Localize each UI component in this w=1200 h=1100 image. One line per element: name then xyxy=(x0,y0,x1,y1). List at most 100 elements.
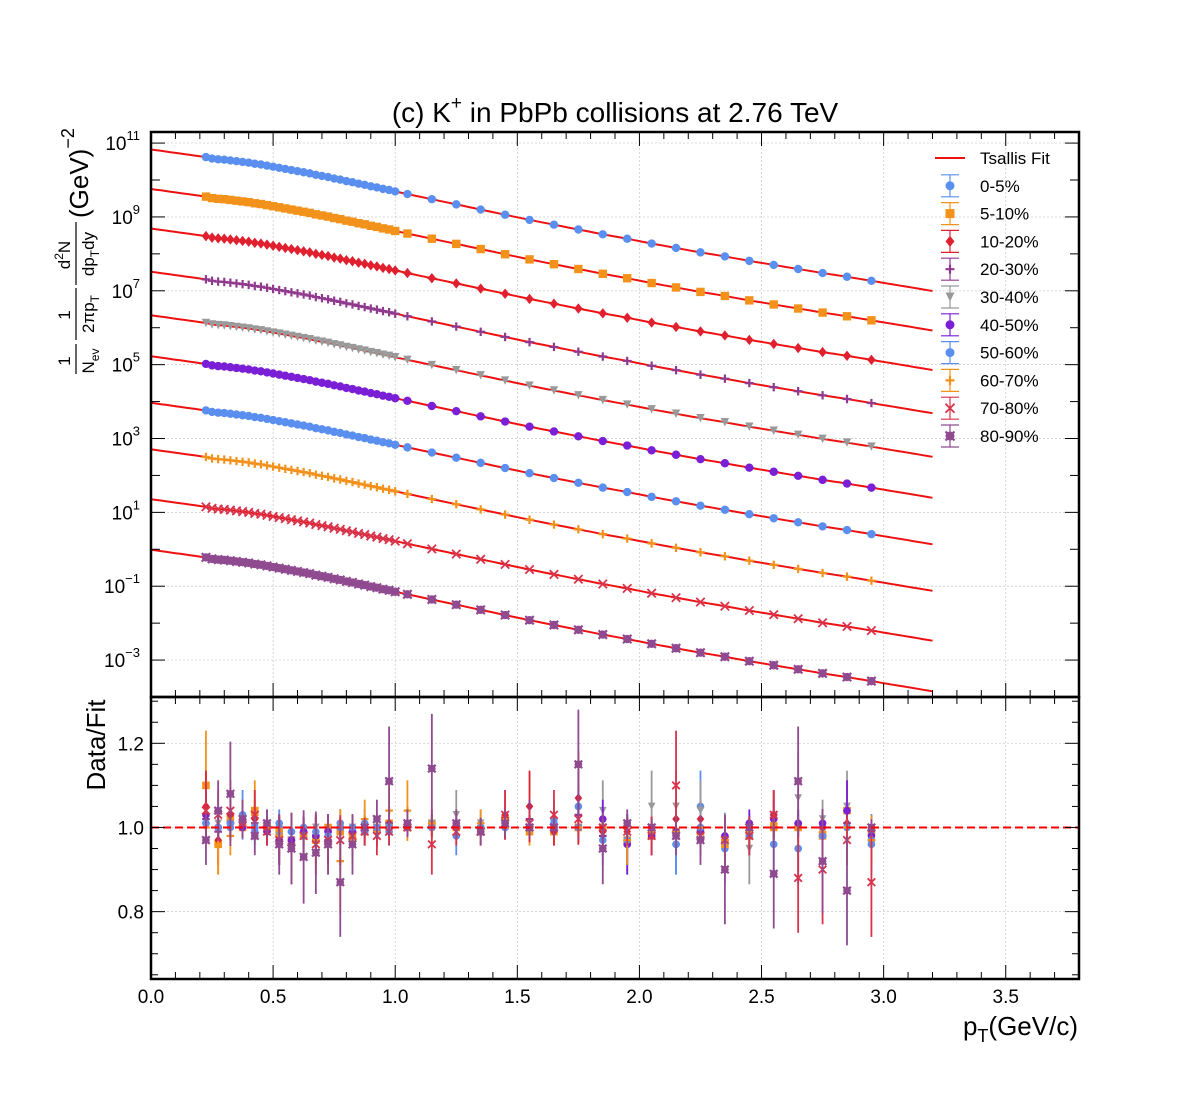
data-point xyxy=(366,347,375,357)
data-point xyxy=(549,520,559,529)
data-point-cross xyxy=(323,839,333,849)
data-point xyxy=(720,505,730,514)
data-point xyxy=(622,583,633,594)
data-point xyxy=(299,467,308,477)
data-point xyxy=(299,207,308,216)
data-point-cross xyxy=(402,818,412,828)
data-point xyxy=(250,199,259,208)
data-point xyxy=(250,366,259,375)
data-point xyxy=(646,588,657,599)
data-point xyxy=(842,272,852,281)
series-20-30% xyxy=(201,275,877,408)
bottom-y-axis-label: Data/Fit xyxy=(81,699,111,791)
data-point xyxy=(275,329,284,338)
data-point xyxy=(842,438,852,447)
data-point xyxy=(427,234,437,243)
data-point xyxy=(549,260,559,269)
data-point-cross xyxy=(622,818,632,828)
data-point xyxy=(647,361,656,370)
data-point xyxy=(720,291,730,301)
ylabel-frac1-num: 1 xyxy=(55,356,74,365)
x-axis-label: pT(GeV/c) xyxy=(963,1011,1078,1046)
data-point xyxy=(311,336,321,345)
data-point xyxy=(226,156,235,165)
data-point xyxy=(867,576,876,585)
data-point xyxy=(671,365,681,375)
series-5-10% xyxy=(201,192,877,325)
data-point xyxy=(671,780,681,790)
data-point-cross xyxy=(842,886,852,896)
data-point xyxy=(867,529,876,539)
data-point xyxy=(403,396,412,406)
ylabel-frac1-den: Nev xyxy=(79,349,102,374)
data-point xyxy=(574,225,583,234)
data-point xyxy=(818,308,827,317)
data-point xyxy=(500,250,510,259)
data-point xyxy=(213,194,223,204)
data-point xyxy=(317,211,327,220)
data-point xyxy=(201,230,211,242)
data-point xyxy=(256,282,266,291)
data-point xyxy=(354,301,363,311)
data-point xyxy=(329,474,339,483)
data-point xyxy=(256,460,266,469)
data-point xyxy=(867,316,876,325)
y-tick-label: 101 xyxy=(112,497,140,524)
data-point-cross xyxy=(250,831,260,841)
data-point xyxy=(574,303,583,314)
data-point xyxy=(525,337,534,347)
data-point xyxy=(745,378,754,388)
data-point xyxy=(201,192,211,201)
data-point xyxy=(232,196,241,205)
data-point xyxy=(945,235,955,247)
data-point xyxy=(317,293,327,303)
y-tick-label: 10−3 xyxy=(104,645,140,672)
data-point xyxy=(329,213,339,223)
data-point xyxy=(342,342,351,352)
series-50-60% xyxy=(201,406,877,539)
data-point xyxy=(226,409,235,418)
data-point xyxy=(793,264,803,274)
data-point xyxy=(647,239,656,248)
data-point xyxy=(476,458,485,468)
data-point xyxy=(598,308,607,319)
data-point xyxy=(598,395,607,405)
data-point xyxy=(549,473,559,483)
data-point xyxy=(348,256,357,267)
data-point xyxy=(207,361,217,370)
data-point-cross xyxy=(597,629,608,640)
data-point xyxy=(867,483,876,492)
data-point xyxy=(201,806,211,816)
data-point xyxy=(287,288,296,297)
data-point xyxy=(867,398,876,408)
data-point xyxy=(299,290,308,299)
data-point xyxy=(793,342,803,354)
data-point xyxy=(329,296,339,305)
data-point xyxy=(793,471,803,481)
data-point xyxy=(549,220,559,229)
data-point xyxy=(336,341,345,350)
data-point xyxy=(268,284,278,294)
data-point xyxy=(244,280,253,290)
data-point xyxy=(360,302,369,312)
data-point xyxy=(232,156,241,166)
ylabel-frac2-den: 2πpT xyxy=(79,294,102,333)
data-point xyxy=(671,409,681,418)
data-point xyxy=(598,230,607,239)
data-point xyxy=(769,467,778,476)
data-point-cross xyxy=(719,651,730,662)
data-point-cross xyxy=(646,638,657,649)
x-tick-label: 1.0 xyxy=(382,987,408,1008)
data-point xyxy=(311,248,321,260)
series-60-70% xyxy=(201,452,877,585)
x-tick-label: 1.5 xyxy=(504,987,530,1008)
y-tick-label: 109 xyxy=(112,202,140,229)
fit-curve xyxy=(150,270,933,415)
data-point xyxy=(348,343,357,353)
data-point-cross xyxy=(402,589,413,600)
top-panel-grid xyxy=(151,132,1079,697)
data-point xyxy=(573,814,583,824)
data-point-cross xyxy=(793,664,804,675)
x-tick-label: 0.0 xyxy=(138,987,164,1008)
data-point xyxy=(745,463,754,472)
